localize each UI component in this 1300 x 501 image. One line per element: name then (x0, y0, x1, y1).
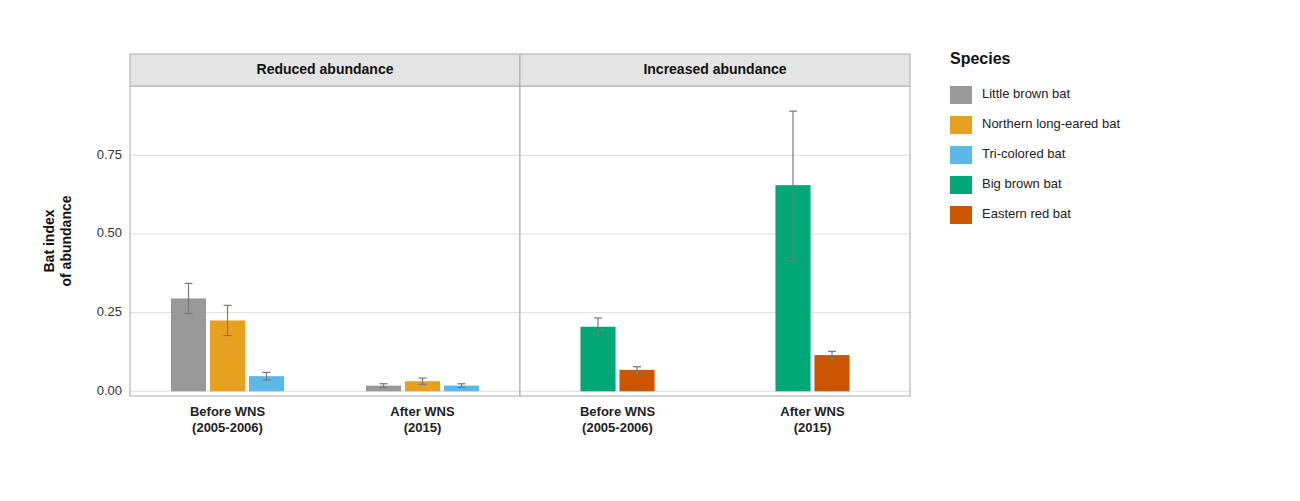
grid-line (520, 391, 910, 392)
error-bar (458, 384, 466, 388)
text-line: Before WNS (190, 404, 265, 419)
error-line (792, 111, 793, 259)
text-line: (2015) (404, 420, 442, 435)
error-bar (419, 378, 427, 384)
text-line: Bat index (41, 209, 57, 272)
legend-label: Little brown bat (982, 86, 1071, 101)
y-tick-label: 0.75 (97, 147, 122, 162)
error-cap (224, 335, 232, 336)
text-line: (2005-2006) (192, 420, 263, 435)
error-cap (594, 317, 602, 318)
chart: 0.000.250.500.75Before WNS(2005-2006)Aft… (0, 0, 1300, 501)
error-bar (789, 111, 797, 259)
error-bar (185, 283, 193, 313)
error-cap (419, 384, 427, 385)
error-bar (633, 367, 641, 373)
error-bar (828, 351, 836, 359)
error-line (636, 367, 637, 373)
plot-frame (130, 86, 520, 396)
error-cap (828, 351, 836, 352)
error-cap (633, 366, 641, 367)
plot-frame (520, 86, 910, 396)
panel-title: Reduced abundance (257, 61, 394, 77)
legend-swatch (950, 176, 972, 194)
error-cap (458, 387, 466, 388)
error-cap (185, 313, 193, 314)
bar (580, 327, 615, 392)
grid-line (520, 312, 910, 313)
error-cap (380, 387, 388, 388)
grid-line (520, 155, 910, 156)
error-line (266, 372, 267, 380)
text-line: (2005-2006) (582, 420, 653, 435)
grid-line (130, 155, 520, 156)
legend: Species Little brown bat Northern long-ear… (950, 50, 1120, 224)
marks (580, 111, 849, 391)
x-tick-label: After WNS(2015) (390, 404, 455, 435)
error-cap (263, 372, 271, 373)
error-cap (594, 335, 602, 336)
panel-title: Increased abundance (643, 61, 786, 77)
error-cap (789, 111, 797, 112)
x-tick-label: After WNS(2015) (780, 404, 845, 435)
plot-area (130, 86, 520, 396)
error-cap (380, 383, 388, 384)
error-bar (224, 305, 232, 335)
y-axis-label: Bat indexof abundance (41, 195, 74, 286)
panel-header (130, 54, 520, 86)
error-bar (380, 384, 388, 388)
legend-swatch (950, 86, 972, 104)
legend-label: Big brown bat (982, 176, 1062, 191)
legend-swatch (950, 116, 972, 134)
error-line (597, 318, 598, 336)
error-cap (419, 377, 427, 378)
text-line: (2015) (794, 420, 832, 435)
error-line (227, 305, 228, 335)
legend-label: Northern long-eared bat (982, 116, 1120, 131)
panel: Before WNS(2005-2006) After WNS(2015) Incr… (520, 54, 910, 435)
error-line (188, 283, 189, 313)
y-tick-label: 0.25 (97, 304, 122, 319)
error-cap (789, 258, 797, 259)
legend-swatch (950, 206, 972, 224)
legend-label: Eastern red bat (982, 206, 1071, 221)
bar (814, 355, 849, 391)
y-tick-label: 0.00 (97, 383, 122, 398)
grid-line (130, 233, 520, 234)
error-cap (828, 358, 836, 359)
text-line: of abundance (58, 195, 74, 286)
marks (171, 283, 479, 391)
legend-title: Species (950, 50, 1011, 67)
error-cap (458, 383, 466, 384)
text-line: Before WNS (580, 404, 655, 419)
error-cap (185, 283, 193, 284)
y-tick-label: 0.50 (97, 225, 122, 240)
bar (619, 370, 654, 391)
error-line (831, 351, 832, 359)
grid-line (520, 233, 910, 234)
plot-area (520, 86, 910, 396)
legend-label: Tri-colored bat (982, 146, 1066, 161)
text-line: After WNS (780, 404, 845, 419)
error-cap (263, 379, 271, 380)
error-cap (224, 305, 232, 306)
error-bar (263, 372, 271, 380)
error-cap (633, 372, 641, 373)
x-tick-label: Before WNS(2005-2006) (580, 404, 655, 435)
x-tick-label: Before WNS(2005-2006) (190, 404, 265, 435)
error-bar (594, 318, 602, 336)
error-line (422, 378, 423, 384)
panel: 0.00 0.25 0.50 0.75 Before WNS(2005-2006) Aft… (41, 54, 520, 435)
text-line: After WNS (390, 404, 455, 419)
panel-header (520, 54, 910, 86)
legend-swatch (950, 146, 972, 164)
